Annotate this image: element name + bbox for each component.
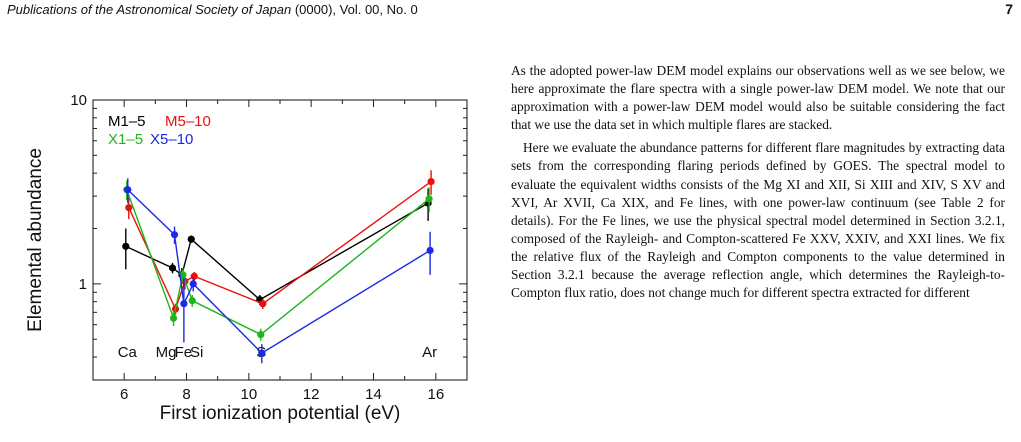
element-label: Fe <box>175 344 193 361</box>
data-point <box>188 297 196 305</box>
x-tick-label: 14 <box>365 386 382 403</box>
series-line <box>127 189 431 355</box>
legend-entry: M1–5 <box>108 113 146 130</box>
data-point <box>427 177 435 186</box>
journal-name: Publications of the Astronomical Society… <box>7 2 292 17</box>
legend-entry: X1–5 <box>108 131 143 148</box>
y-axis-title: Elemental abundance <box>25 148 46 332</box>
x-tick-label: 10 <box>240 386 257 403</box>
legend-entry: M5–10 <box>165 113 211 130</box>
data-point <box>190 272 198 280</box>
data-point <box>170 231 179 239</box>
data-point <box>122 242 130 250</box>
paragraph-2: Here we evaluate the abundance patterns … <box>511 140 1005 301</box>
data-point <box>257 330 265 339</box>
data-point <box>168 264 177 272</box>
data-point <box>179 271 187 279</box>
data-point <box>258 349 266 357</box>
page-number: 7 <box>1005 1 1013 17</box>
x-tick-label: 8 <box>182 386 190 403</box>
data-point <box>425 195 433 203</box>
y-tick-label: 10 <box>70 92 87 109</box>
element-label: Mg <box>156 344 177 361</box>
data-point <box>124 186 132 194</box>
x-axis-title: First ionization potential (eV) <box>160 403 401 424</box>
page-header: Publications of the Astronomical Society… <box>0 0 1021 22</box>
body-text-column: As the adopted power-law DEM model expla… <box>511 62 1005 302</box>
data-point <box>169 314 178 322</box>
data-point <box>189 280 197 288</box>
data-point <box>187 235 195 243</box>
paragraph-1: As the adopted power-law DEM model expla… <box>511 63 1005 133</box>
x-tick-label: 12 <box>303 386 320 403</box>
series-line <box>128 181 432 311</box>
legend-entry: X5–10 <box>150 131 193 148</box>
x-tick-label: 6 <box>120 386 128 403</box>
series-line <box>125 202 429 301</box>
journal-citation: Publications of the Astronomical Society… <box>7 2 418 17</box>
data-point <box>259 300 267 308</box>
element-label: Ca <box>118 344 138 361</box>
data-point <box>180 300 188 308</box>
element-label: Ar <box>422 344 437 361</box>
data-point <box>125 203 133 212</box>
y-tick-label: 1 <box>79 276 87 293</box>
series-line <box>126 189 430 336</box>
element-label: Si <box>190 344 203 361</box>
data-point <box>426 246 434 255</box>
journal-volume: (0000), Vol. 00, No. 0 <box>291 2 418 17</box>
x-tick-label: 16 <box>427 386 444 403</box>
